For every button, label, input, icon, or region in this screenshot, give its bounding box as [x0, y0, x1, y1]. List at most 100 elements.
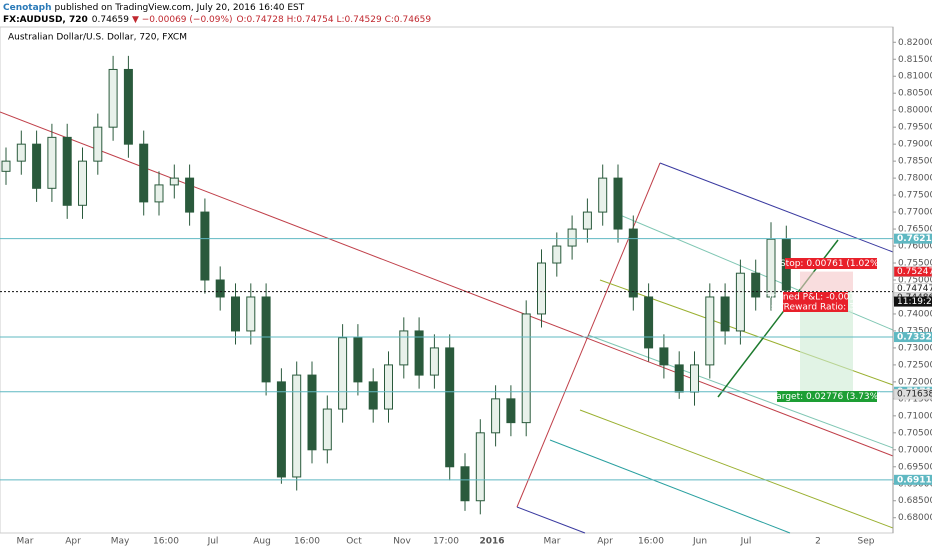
candle-body [1, 160, 11, 172]
y-tick-label: 0.76000 [898, 242, 932, 252]
candle-body [62, 136, 72, 206]
candle-body [231, 296, 240, 332]
candle-body [766, 238, 776, 298]
published: published on TradingView.com, July 20, 2… [55, 3, 305, 13]
x-tick-label: Apr [597, 537, 613, 547]
candle-body [78, 160, 87, 206]
y-tick-label: 0.80500 [898, 89, 932, 99]
candle-body [445, 347, 455, 468]
candle-body [353, 337, 363, 383]
candle-body [506, 398, 516, 424]
price-tag [893, 388, 932, 400]
candle-body [246, 296, 256, 332]
x-tick-label: Apr [65, 537, 81, 547]
target-label: Target: 0.02776 (3.73%) [771, 392, 881, 402]
x-tick-label: Mar [544, 537, 561, 547]
y-tick-label: 0.72500 [898, 360, 932, 370]
y-tick-label: 0.77000 [898, 208, 932, 218]
candle-body [751, 272, 761, 298]
countdown: 11:19:28 [897, 297, 932, 307]
x-tick-label: Sep [858, 537, 875, 547]
candle-body [705, 296, 715, 366]
price-tag-label: 0.69116 [897, 475, 932, 485]
countdown-tag [894, 296, 932, 307]
stop-label: Stop: 0.00761 (1.02%) [780, 259, 882, 269]
price-tag-label: 0.71638 [897, 390, 932, 400]
candle-body [659, 347, 669, 366]
stop-zone [800, 271, 853, 292]
candle-body [47, 136, 57, 189]
candle-body [735, 272, 745, 332]
symbol-line: FX:AUDUSD, 720 0.74659 ▼ −0.00069 (−0.09%)… [3, 15, 431, 25]
stop-label-box [785, 258, 877, 269]
candle-body [169, 177, 179, 186]
y-tick-label: 0.78000 [898, 174, 932, 184]
y-tick-label: 0.69500 [898, 462, 932, 472]
y-tick-label: 0.72000 [898, 377, 932, 387]
y-tick-label: 0.80000 [898, 106, 932, 116]
price-tag-label: 0.76217 [897, 234, 932, 244]
x-tick-label: 16:00 [294, 537, 320, 547]
change: ▼ −0.00069 (−0.09%) [132, 15, 233, 25]
y-tick-label: 0.68500 [898, 496, 932, 506]
y-tick-label: 0.77500 [898, 191, 932, 201]
x-tick-label: 16:00 [638, 537, 664, 547]
y-tick-label: 0.71000 [898, 411, 932, 421]
candle-body [276, 381, 286, 478]
candle-body [307, 374, 317, 451]
candle-body [552, 245, 562, 264]
y-tick-label: 0.78500 [898, 157, 932, 167]
price-tag [894, 474, 932, 485]
x-tick-label: Oct [346, 537, 362, 547]
candle-body [32, 143, 42, 189]
y-tick-label: 0.75000 [898, 276, 932, 286]
x-tick-label: 2016 [479, 537, 504, 547]
candle-body [399, 330, 409, 366]
candle-body [123, 68, 133, 145]
candle-body [414, 330, 424, 376]
candle-body [139, 143, 149, 203]
price-tag [893, 266, 932, 277]
candle-body [429, 347, 439, 376]
target-label-box [777, 391, 877, 402]
pitchfork-upper [659, 162, 894, 253]
x-tick-label: 2 [815, 537, 821, 547]
candle-body [108, 68, 118, 128]
ohlc: O:0.74728 H:0.74754 L:0.74529 C:0.74659 [237, 15, 432, 25]
ratio-label-box [783, 302, 848, 312]
candle-body [368, 381, 378, 410]
candle-body [475, 432, 485, 502]
pnl-label: Opened P&L: -0.00173 [765, 293, 867, 303]
author[interactable]: Cenotaph [3, 3, 52, 13]
pnl-label-box [783, 292, 848, 302]
pitchfork-line [549, 439, 791, 534]
x-tick-label: Aug [253, 537, 271, 547]
candle-body [200, 211, 210, 281]
x-tick-label: Nov [393, 537, 411, 547]
y-tick-label: 0.79000 [898, 140, 932, 150]
candle-body [644, 296, 654, 349]
candle-body [613, 177, 623, 230]
y-tick-label: 0.76500 [898, 225, 932, 235]
y-tick-label: 0.68000 [898, 513, 932, 523]
y-tick-label: 0.74000 [898, 309, 932, 319]
candle-body [338, 337, 348, 410]
candle-body [460, 466, 470, 502]
chart-title: Australian Dollar/U.S. Dollar, 720, FXCM [8, 33, 187, 43]
x-tick-label: Jun [692, 537, 707, 547]
candle-body [16, 143, 26, 162]
y-tick-label: 0.75500 [898, 259, 932, 269]
x-tick-label: Mar [17, 537, 34, 547]
y-tick-label: 0.73000 [898, 343, 932, 353]
header-line: Cenotaph published on TradingView.com, Ju… [3, 3, 305, 13]
candle-body [93, 126, 103, 162]
candle-body [322, 408, 332, 451]
price-tag-label: 0.75247 [897, 267, 932, 277]
y-tick-label: 0.70000 [898, 445, 932, 455]
price-tag-label: 0.74747 [897, 284, 932, 294]
ratio-label: Risk/Reward Ratio: 3.65 [762, 303, 869, 313]
trend-line [0, 111, 894, 457]
